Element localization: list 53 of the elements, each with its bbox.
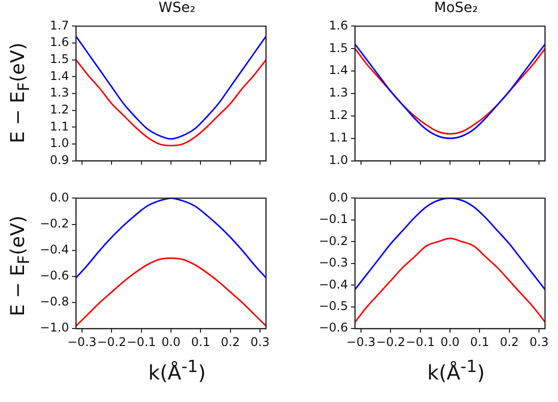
y-tick-label: 1.6 bbox=[50, 35, 69, 50]
y-tick-label: 0.0 bbox=[50, 190, 69, 204]
y-tick-label: −0.3 bbox=[318, 256, 348, 270]
line-series bbox=[75, 257, 267, 327]
x-tick-label: −0.2 bbox=[97, 334, 126, 349]
chart-title: WSe₂ bbox=[158, 0, 196, 16]
chart-title: MoSe₂ bbox=[433, 0, 479, 16]
y-tick-label: 1.1 bbox=[328, 130, 348, 144]
x-tick-label: 0.1 bbox=[191, 334, 210, 349]
y-tick-label: −0.2 bbox=[40, 216, 69, 230]
y-tick-label: 1.0 bbox=[50, 136, 69, 150]
y-tick-label: −0.6 bbox=[318, 320, 348, 335]
x-tick-label: 0.0 bbox=[440, 334, 460, 349]
y-tick-label: 1.4 bbox=[50, 68, 69, 83]
y-tick-label: −0.8 bbox=[40, 294, 69, 309]
x-tick-label: 0.1 bbox=[470, 334, 490, 349]
y-tick-label: 1.6 bbox=[328, 18, 348, 32]
x-tick-label: −0.1 bbox=[126, 334, 156, 349]
y-tick-label: 1.7 bbox=[50, 18, 69, 32]
y-tick-label: 1.5 bbox=[50, 52, 69, 66]
x-axis-title: k(Å$^{-1}$) bbox=[426, 357, 486, 385]
line-series bbox=[75, 197, 267, 278]
x-tick-label: 0.3 bbox=[250, 334, 270, 349]
line-series bbox=[354, 238, 546, 323]
y-tick-label: 0.0 bbox=[328, 190, 348, 204]
y-tick-label: −0.4 bbox=[40, 242, 69, 256]
x-tick-label: −0.1 bbox=[406, 334, 435, 349]
x-tick-label: −0.3 bbox=[346, 334, 376, 349]
y-tick-label: 1.2 bbox=[50, 102, 69, 116]
line-series bbox=[75, 59, 267, 146]
y-tick-label: 1.5 bbox=[328, 40, 348, 55]
y-tick-label: 1.1 bbox=[50, 119, 69, 134]
y-tick-label: −0.2 bbox=[318, 234, 348, 248]
y-tick-label: −0.4 bbox=[318, 277, 348, 292]
y-tick-label: 0.9 bbox=[50, 152, 69, 167]
y-tick-label: 1.0 bbox=[328, 152, 348, 167]
y-tick-label: −1.0 bbox=[40, 320, 69, 335]
x-tick-label: 0.0 bbox=[161, 334, 181, 349]
x-tick-label: 0.2 bbox=[500, 334, 519, 349]
x-tick-label: −0.3 bbox=[67, 334, 97, 349]
x-tick-label: 0.3 bbox=[530, 334, 549, 349]
y-tick-label: 1.3 bbox=[50, 86, 69, 100]
x-tick-label: −0.2 bbox=[376, 334, 406, 349]
x-tick-label: 0.2 bbox=[220, 334, 240, 349]
y-tick-label: −0.6 bbox=[40, 268, 69, 283]
line-series bbox=[354, 197, 546, 290]
x-axis-title: k(Å$^{-1}$) bbox=[147, 357, 207, 385]
y-tick-label: 1.4 bbox=[328, 63, 348, 78]
y-tick-label: −0.1 bbox=[318, 212, 348, 226]
y-tick-label: −0.5 bbox=[318, 298, 348, 313]
y-tick-label: 1.2 bbox=[328, 108, 348, 122]
y-tick-label: 1.3 bbox=[328, 86, 348, 100]
line-series bbox=[75, 36, 267, 140]
